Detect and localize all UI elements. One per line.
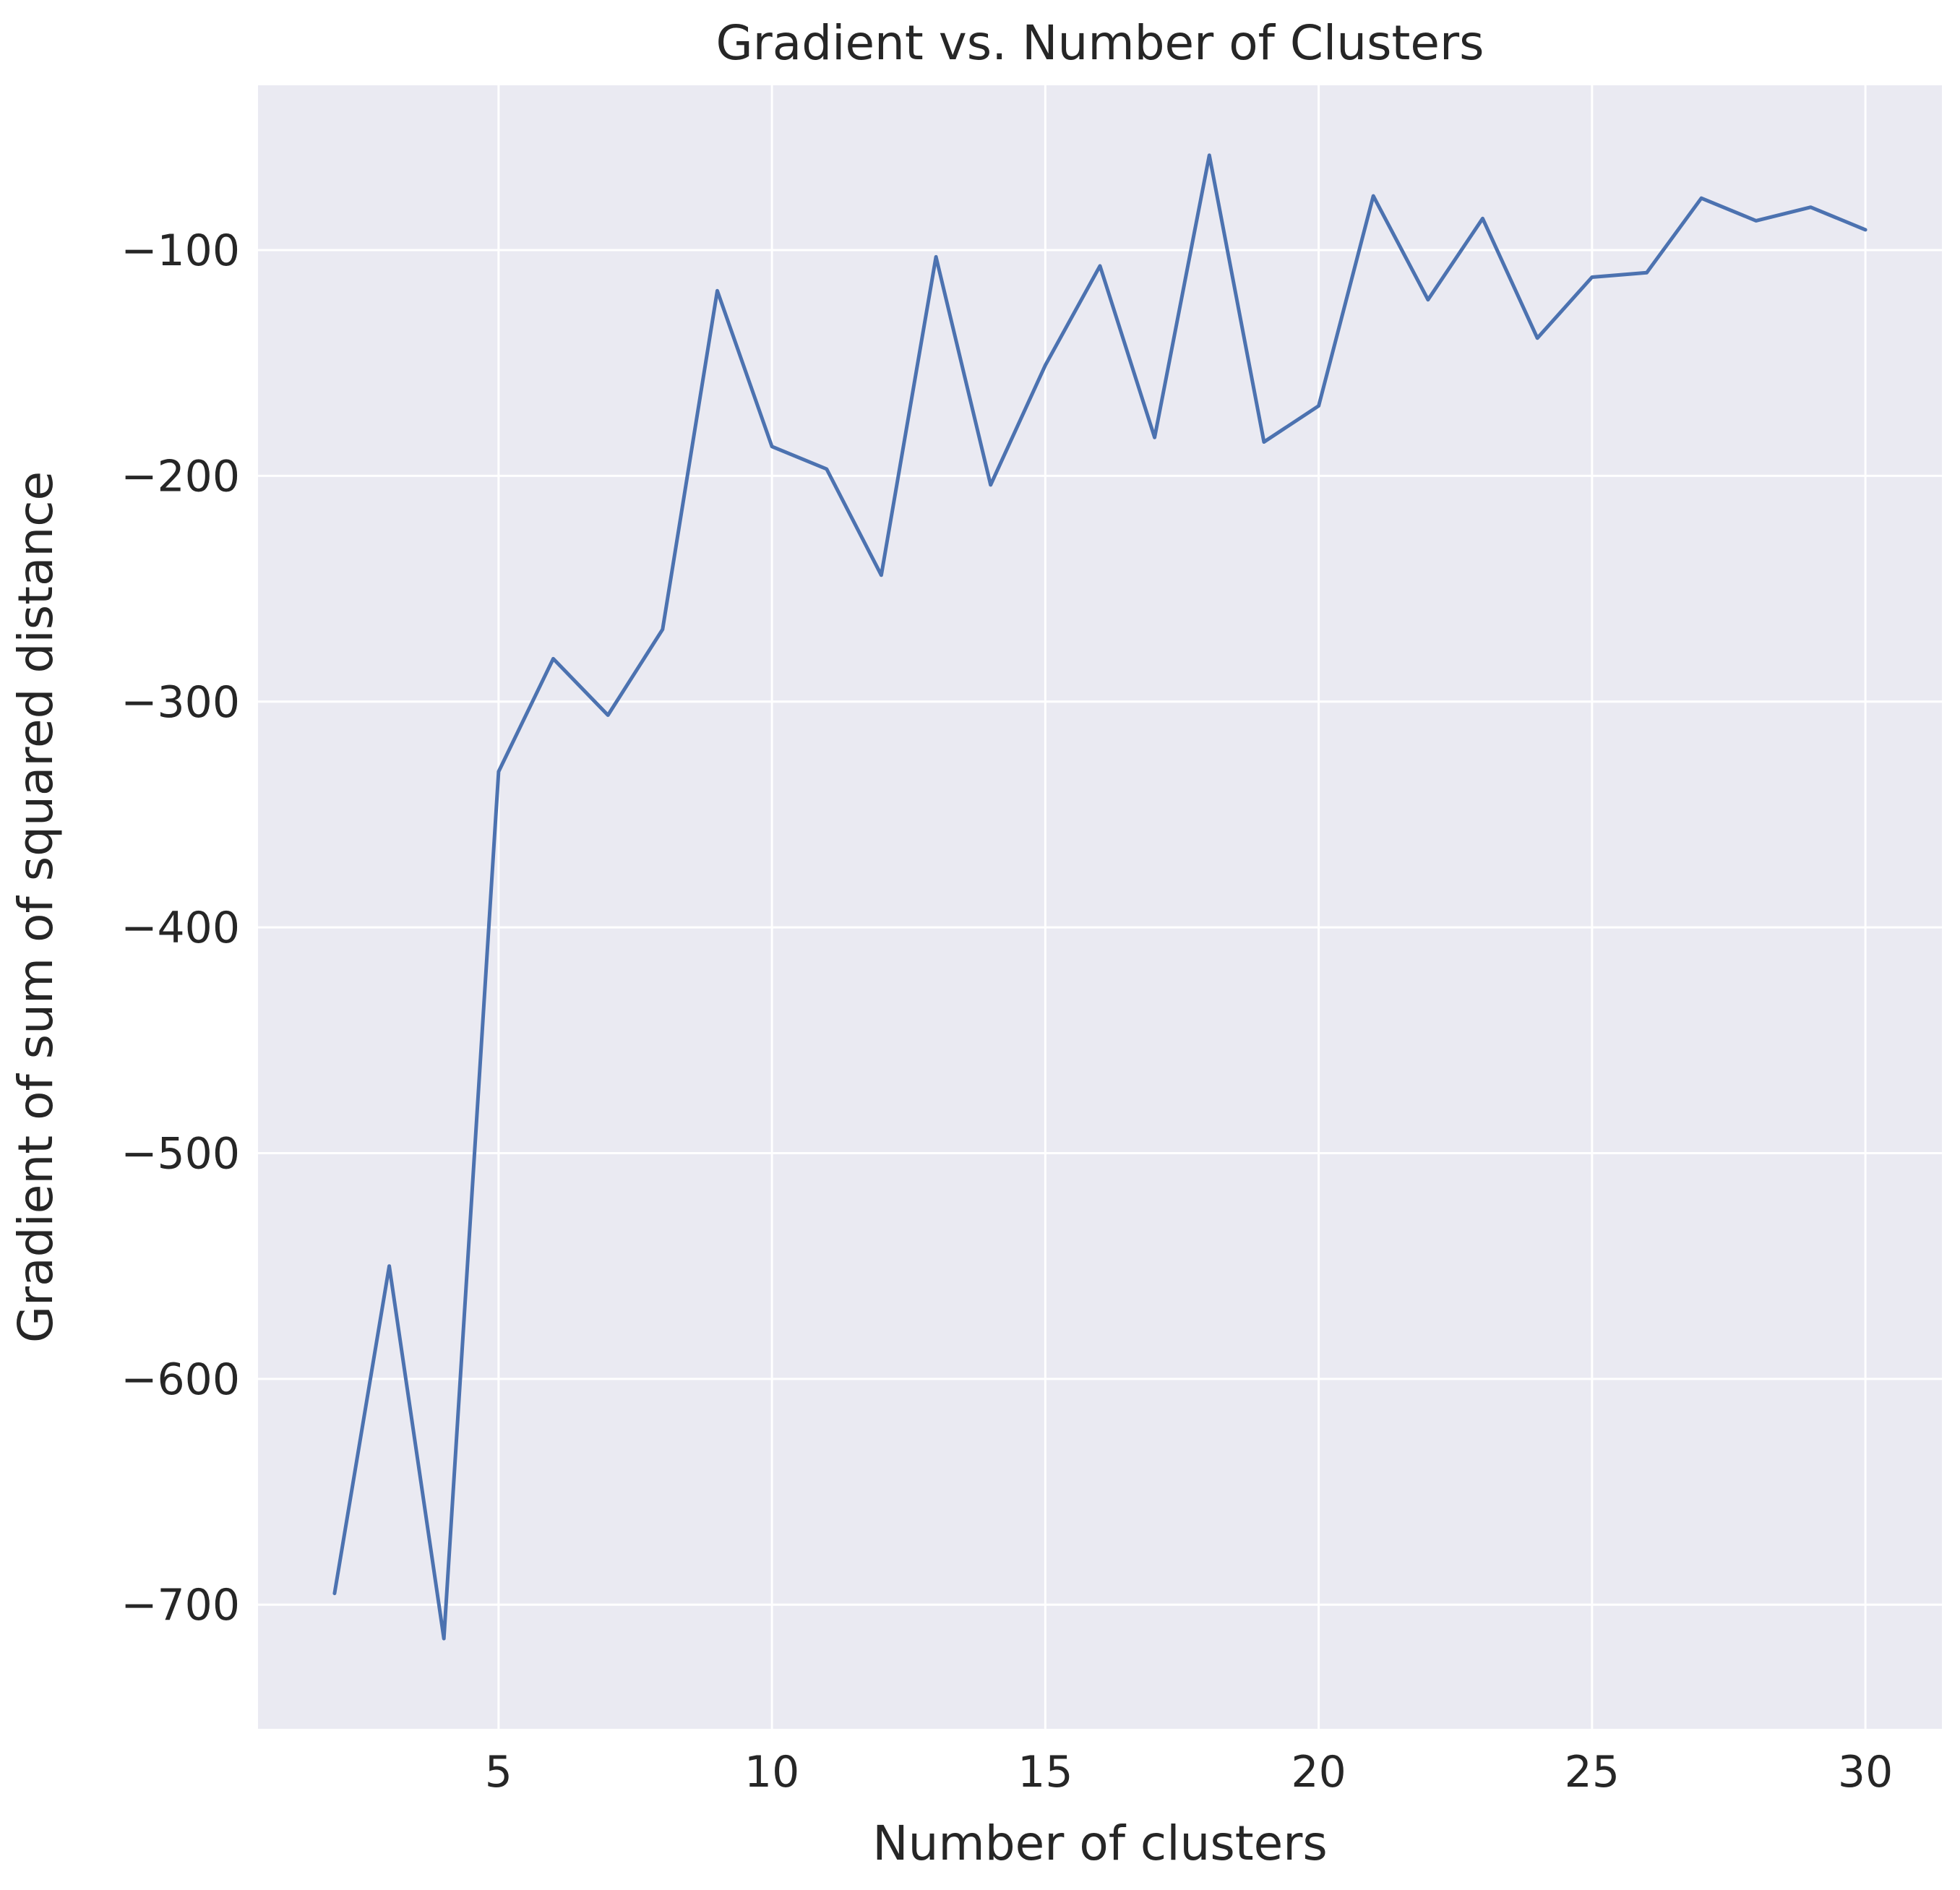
- y-tick-label: −600: [121, 1354, 240, 1405]
- y-tick-label: −500: [121, 1128, 240, 1179]
- y-tick-labels: −100 −200 −300 −400 −500 −600 −700: [121, 225, 240, 1631]
- x-tick-label: 30: [1838, 1747, 1893, 1797]
- y-tick-label: −300: [121, 677, 240, 728]
- x-tick-label: 20: [1291, 1747, 1346, 1797]
- series-line: [332, 153, 1867, 1641]
- x-axis-label: Number of clusters: [872, 1816, 1328, 1871]
- grid: [258, 85, 1942, 1729]
- x-tick-label: 25: [1565, 1747, 1620, 1797]
- y-tick-label: −200: [121, 451, 240, 502]
- x-tick-label: 15: [1018, 1747, 1073, 1797]
- y-tick-label: −700: [121, 1580, 240, 1631]
- x-tick-labels: 5 10 15 20 25 30: [485, 1747, 1894, 1797]
- y-axis-label: Gradient of sum of squared distance: [8, 471, 64, 1343]
- y-tick-label: −400: [121, 903, 240, 953]
- x-tick-label: 10: [744, 1747, 799, 1797]
- plot-area: [258, 85, 1942, 1729]
- y-tick-label: −100: [121, 225, 240, 276]
- x-tick-label: 5: [485, 1747, 512, 1797]
- chart-title: Gradient vs. Number of Clusters: [716, 15, 1484, 71]
